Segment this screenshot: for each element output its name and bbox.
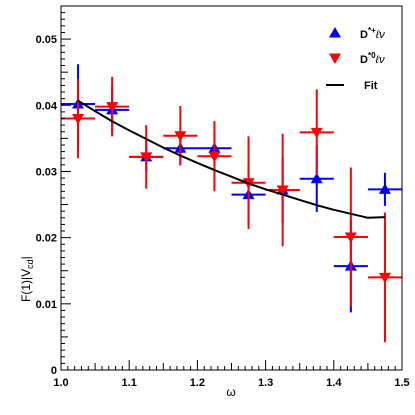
chart-marks <box>61 64 402 343</box>
dstarzero-marker <box>174 131 187 142</box>
plot-frame <box>60 5 403 371</box>
fit-curve <box>77 99 386 219</box>
y-tick-label: 0.02 <box>36 233 57 245</box>
legend-label-superscript: *0 <box>368 51 376 60</box>
x-tick-label: 1.1 <box>122 377 137 389</box>
dstarzero-marker <box>344 232 357 243</box>
legend-label-rest: ℓν <box>375 54 386 66</box>
x-axis-label: ω <box>226 385 235 399</box>
x-tick-label: 1.4 <box>326 377 342 389</box>
legend-label-dstarplus: D*+ℓν <box>360 26 385 41</box>
dstarplus-marker <box>310 172 323 184</box>
dstarzero-point <box>265 133 300 247</box>
dstarzero-marker <box>378 272 391 284</box>
y-tick-label: 0.05 <box>36 34 57 46</box>
y-axis-label-main: F(1)|V <box>19 269 33 302</box>
y-tick-label: 0.04 <box>36 100 58 112</box>
legend-label-superscript: *+ <box>368 26 376 35</box>
dstarzero-marker <box>310 127 323 139</box>
dstarzero-marker <box>208 151 221 163</box>
axis-ticks: 1.0 1.1 1.2 1.3 1.4 1.5 0 0.01 0.02 0.03 0.04 0.05 <box>36 12 410 389</box>
legend-label-fit: Fit <box>364 80 378 92</box>
dstarzero-marker <box>106 102 119 113</box>
dstarplus-point <box>367 172 402 206</box>
dstarzero-point <box>299 89 334 176</box>
dstarzero-point <box>333 167 368 307</box>
y-axis-label-close: | <box>19 256 33 259</box>
dstarzero-marker <box>276 185 289 196</box>
dstarzero-point <box>367 212 402 343</box>
y-axis-label-sub: cd <box>25 259 35 269</box>
x-tick-label: 1.2 <box>190 377 205 389</box>
legend-dstarzero-swatch <box>329 53 341 64</box>
x-tick-label: 1.3 <box>258 377 273 389</box>
x-tick-label: 1.5 <box>394 377 409 389</box>
dstarzero-point <box>95 76 130 137</box>
legend-label-rest: ℓν <box>375 29 386 41</box>
dstarzero-point <box>197 121 232 192</box>
y-tick-label: 0.01 <box>36 299 57 311</box>
dstarzero-marker <box>72 114 85 125</box>
x-tick-label: 1.0 <box>53 377 68 389</box>
dstarzero-marker <box>140 152 153 163</box>
dstarzero-point <box>61 78 96 159</box>
legend-label-base: D <box>360 54 368 66</box>
y-axis-label: F(1)|Vcd| <box>19 256 35 302</box>
y-tick-label: 0.03 <box>36 166 57 178</box>
legend-label-base: D <box>360 29 368 41</box>
legend-dstarplus-swatch <box>329 27 341 38</box>
legend-label-dstarzero: D*0ℓν <box>360 51 385 66</box>
dstarplus-marker <box>378 183 391 194</box>
y-tick-label: 0 <box>51 365 57 377</box>
dstarzero-point <box>129 125 164 189</box>
